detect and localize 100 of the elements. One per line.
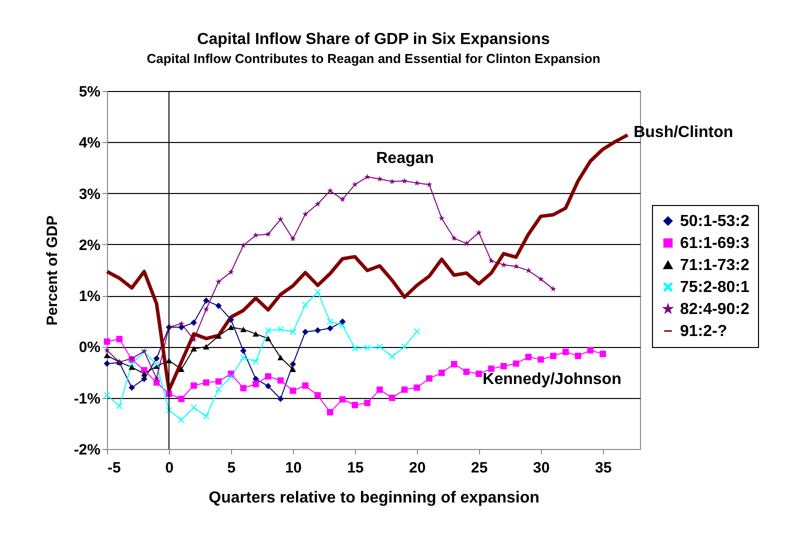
point <box>388 353 396 360</box>
point <box>326 325 334 332</box>
point <box>203 379 210 386</box>
point <box>314 327 321 334</box>
point <box>587 347 594 354</box>
point <box>215 333 222 339</box>
point <box>264 373 272 380</box>
point <box>476 370 482 377</box>
point <box>326 318 334 325</box>
point <box>203 298 210 304</box>
point <box>562 348 569 355</box>
point <box>203 344 210 350</box>
point <box>228 316 234 323</box>
point <box>190 336 197 342</box>
point <box>265 231 272 237</box>
chart-subtitle: Capital Inflow Contributes to Reagan and Essential for Clinton Expansion <box>146 51 600 66</box>
point <box>240 348 247 354</box>
point <box>154 375 160 381</box>
point <box>240 326 247 332</box>
y-tick-label: 2% <box>78 236 100 254</box>
x-tick-label: 15 <box>347 460 364 476</box>
point <box>190 320 197 326</box>
legend-label: 75:2-80:1 <box>680 279 750 296</box>
point <box>302 211 308 217</box>
point <box>215 302 222 309</box>
point <box>376 344 383 350</box>
point <box>290 366 296 372</box>
point <box>550 286 556 292</box>
point <box>513 263 520 269</box>
point <box>600 350 606 358</box>
y-tick-label: 0% <box>78 339 100 356</box>
point <box>128 364 135 370</box>
point <box>438 215 445 221</box>
point <box>364 344 370 351</box>
point <box>525 354 532 360</box>
point <box>264 327 272 334</box>
point <box>376 386 383 393</box>
point <box>277 377 284 384</box>
point <box>364 400 370 406</box>
x-tick-label: 0 <box>165 460 174 476</box>
legend-label: 61:1-69:3 <box>680 235 750 252</box>
legend-label: 82:4-90:2 <box>680 301 750 318</box>
legend-label: 71:1-73:2 <box>680 257 750 274</box>
x-tick-label: 30 <box>532 460 550 476</box>
point <box>228 324 234 330</box>
point <box>550 352 556 360</box>
point <box>178 416 185 424</box>
point <box>240 384 247 392</box>
point <box>500 262 507 268</box>
y-tick-label: 4% <box>78 134 100 152</box>
point <box>240 354 247 361</box>
point <box>290 360 296 368</box>
x-tick-label: 35 <box>594 460 612 476</box>
point <box>228 374 234 380</box>
point <box>128 360 135 368</box>
point <box>388 394 396 402</box>
point <box>228 268 234 275</box>
point <box>277 354 284 360</box>
point <box>314 200 321 207</box>
point <box>252 331 259 337</box>
point <box>327 188 334 194</box>
point <box>302 328 308 336</box>
point <box>264 382 272 390</box>
point <box>476 230 482 236</box>
point <box>153 355 160 362</box>
point <box>141 367 148 374</box>
point <box>264 336 272 342</box>
point <box>451 235 458 241</box>
point <box>426 375 432 382</box>
point <box>141 376 148 382</box>
x-tick-label: 20 <box>409 460 426 476</box>
point <box>178 320 184 326</box>
point <box>414 328 420 335</box>
point <box>339 318 346 325</box>
point <box>463 368 470 375</box>
point <box>128 384 135 391</box>
y-tick-label: 5% <box>78 84 100 100</box>
point <box>203 413 210 420</box>
point <box>339 396 346 403</box>
point <box>104 347 110 353</box>
point <box>426 181 432 188</box>
legend-label: 50:1-53:2 <box>680 213 750 230</box>
point <box>240 242 246 248</box>
point <box>116 336 123 342</box>
point <box>290 388 296 394</box>
y-tick-label: -1% <box>74 390 100 408</box>
point <box>178 396 185 402</box>
point <box>190 346 197 352</box>
point <box>216 278 222 284</box>
x-tick-label: 25 <box>471 460 488 476</box>
point <box>203 306 210 312</box>
annotation: Bush/Clinton <box>634 124 734 141</box>
legend-label: 91:2-? <box>680 323 728 340</box>
point <box>277 396 284 402</box>
point <box>488 366 494 372</box>
point <box>190 382 197 389</box>
point <box>290 328 296 336</box>
point <box>252 380 259 388</box>
point <box>401 178 408 184</box>
point <box>376 176 383 182</box>
